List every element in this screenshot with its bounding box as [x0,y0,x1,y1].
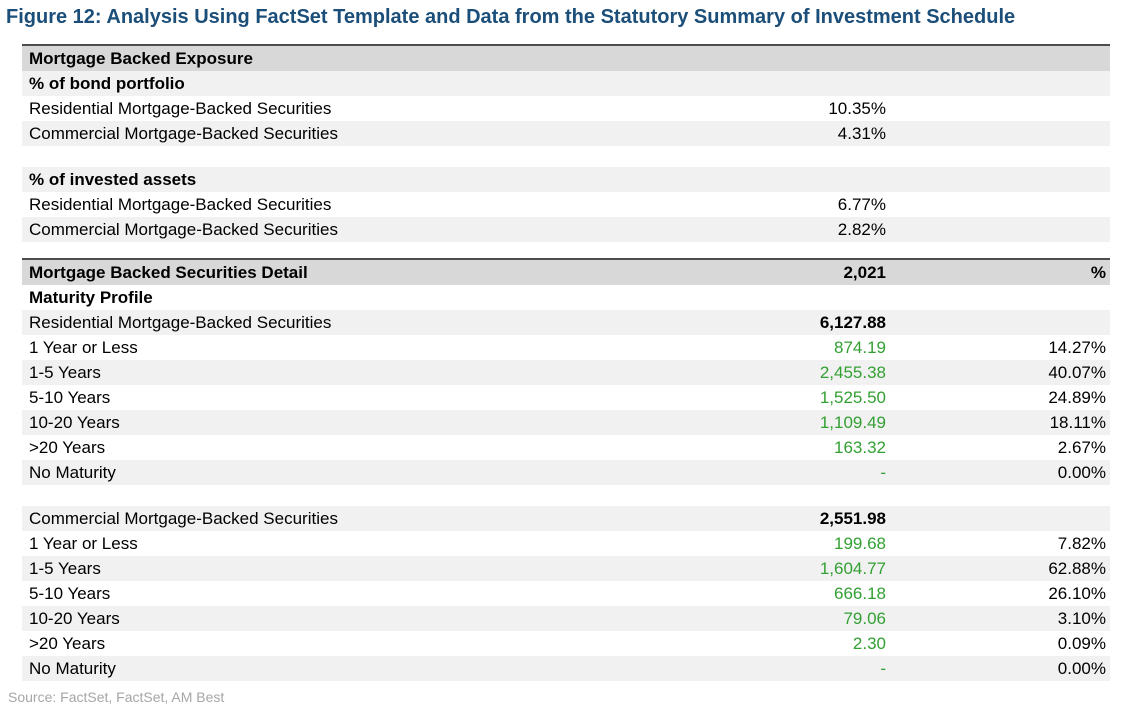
maturity-row-pct: 7.82% [1057,534,1106,553]
mortgage-backed-securities-detail-table: Mortgage Backed Securities Detail 2,021 … [22,258,1110,681]
exposure-row-value: 6.77% [837,195,886,214]
exposure-subheader-label: % of bond portfolio [29,74,185,93]
maturity-row-pct: 2.67% [1057,438,1106,457]
maturity-data-row: 5-10 Years 666.18 26.10% [22,581,1110,606]
maturity-data-row: >20 Years 2.30 0.09% [22,631,1110,656]
maturity-row-pct: 0.09% [1057,634,1106,653]
exposure-subheader-label: % of invested assets [29,170,197,189]
maturity-row-label: 1 Year or Less [29,338,138,357]
maturity-row-label: 1 Year or Less [29,534,138,553]
maturity-row-pct: 40.07% [1048,363,1106,382]
maturity-row-pct: 26.10% [1048,584,1106,603]
exposure-data-row: Commercial Mortgage-Backed Securities 4.3… [22,121,1110,146]
maturity-row-label: 5-10 Years [29,584,111,603]
detail-table-title: Mortgage Backed Securities Detail [29,263,308,282]
maturity-row-value: 2.30 [852,634,886,653]
maturity-row-label: 1-5 Years [29,363,101,382]
maturity-row-value: - [880,463,886,482]
exposure-row-label: Residential Mortgage-Backed Securities [29,99,332,118]
maturity-row-value: 163.32 [834,438,886,457]
exposure-row-label: Commercial Mortgage-Backed Securities [29,220,338,239]
maturity-row-pct: 14.27% [1048,338,1106,357]
maturity-group-header-row: Residential Mortgage-Backed Securities 6,… [22,310,1110,335]
exposure-data-row: Residential Mortgage-Backed Securities 6.… [22,192,1110,217]
figure-title: Figure 12: Analysis Using FactSet Templa… [6,6,1016,28]
exposure-section: % of invested assets Residential Mortgage… [22,167,1110,242]
maturity-data-row: 1-5 Years 1,604.77 62.88% [22,556,1110,581]
maturity-group-total: 6,127.88 [819,313,886,332]
maturity-data-row: 1-5 Years 2,455.38 40.07% [22,360,1110,385]
maturity-group-label: Residential Mortgage-Backed Securities [29,313,332,332]
maturity-group-total: 2,551.98 [819,509,886,528]
maturity-row-label: 5-10 Years [29,388,111,407]
maturity-row-value: 1,604.77 [819,559,886,578]
exposure-table-header-row: Mortgage Backed Exposure [22,46,1110,71]
maturity-row-value: 79.06 [843,609,886,628]
maturity-row-label: No Maturity [29,659,116,678]
maturity-row-value: 1,109.49 [819,413,886,432]
exposure-row-label: Commercial Mortgage-Backed Securities [29,124,338,143]
maturity-row-label: 10-20 Years [29,413,120,432]
maturity-data-row: 10-20 Years 79.06 3.10% [22,606,1110,631]
maturity-data-row: No Maturity - 0.00% [22,656,1110,681]
exposure-row-label: Residential Mortgage-Backed Securities [29,195,332,214]
maturity-row-value: 2,455.38 [819,363,886,382]
maturity-row-label: 1-5 Years [29,559,101,578]
maturity-row-pct: 18.11% [1049,413,1106,432]
mortgage-backed-exposure-table: Mortgage Backed Exposure % of bond portf… [22,44,1110,242]
maturity-profile-row: Maturity Profile [22,285,1110,310]
maturity-row-value: 199.68 [834,534,886,553]
maturity-data-row: 1 Year or Less 874.19 14.27% [22,335,1110,360]
exposure-subheader-row: % of bond portfolio [22,71,1110,96]
maturity-data-row: >20 Years 163.32 2.67% [22,435,1110,460]
detail-header-count: 2,021 [843,263,886,282]
maturity-row-pct: 0.00% [1057,659,1106,678]
exposure-data-row: Commercial Mortgage-Backed Securities 2.8… [22,217,1110,242]
detail-groups: Residential Mortgage-Backed Securities 6,… [22,310,1110,681]
maturity-data-row: 5-10 Years 1,525.50 24.89% [22,385,1110,410]
maturity-profile-label: Maturity Profile [29,288,153,307]
maturity-row-label: 10-20 Years [29,609,120,628]
maturity-data-row: 10-20 Years 1,109.49 18.11% [22,410,1110,435]
maturity-group-header-row: Commercial Mortgage-Backed Securities 2,5… [22,506,1110,531]
maturity-data-row: 1 Year or Less 199.68 7.82% [22,531,1110,556]
maturity-row-pct: 62.88% [1048,559,1106,578]
maturity-row-label: No Maturity [29,463,116,482]
maturity-row-value: 666.18 [834,584,886,603]
maturity-row-pct: 3.10% [1057,609,1106,628]
exposure-row-value: 10.35% [828,99,886,118]
maturity-group-label: Commercial Mortgage-Backed Securities [29,509,338,528]
maturity-row-value: 874.19 [834,338,886,357]
maturity-group: Commercial Mortgage-Backed Securities 2,5… [22,506,1110,681]
maturity-row-label: >20 Years [29,634,106,653]
exposure-table-title: Mortgage Backed Exposure [29,49,253,68]
maturity-row-pct: 0.00% [1057,463,1106,482]
maturity-row-value: 1,525.50 [819,388,886,407]
detail-table-header-row: Mortgage Backed Securities Detail 2,021 … [22,260,1110,285]
maturity-row-label: >20 Years [29,438,106,457]
exposure-data-row: Residential Mortgage-Backed Securities 10… [22,96,1110,121]
maturity-row-pct: 24.89% [1048,388,1106,407]
exposure-sections: % of bond portfolio Residential Mortgage-… [22,71,1110,242]
exposure-row-value: 2.82% [837,220,886,239]
source-note: Source: FactSet, FactSet, AM Best [8,689,225,705]
maturity-row-value: - [880,659,886,678]
maturity-data-row: No Maturity - 0.00% [22,460,1110,485]
detail-header-pct-label: % [1090,263,1106,282]
exposure-section: % of bond portfolio Residential Mortgage-… [22,71,1110,146]
maturity-group: Residential Mortgage-Backed Securities 6,… [22,310,1110,485]
exposure-row-value: 4.31% [837,124,886,143]
exposure-subheader-row: % of invested assets [22,167,1110,192]
